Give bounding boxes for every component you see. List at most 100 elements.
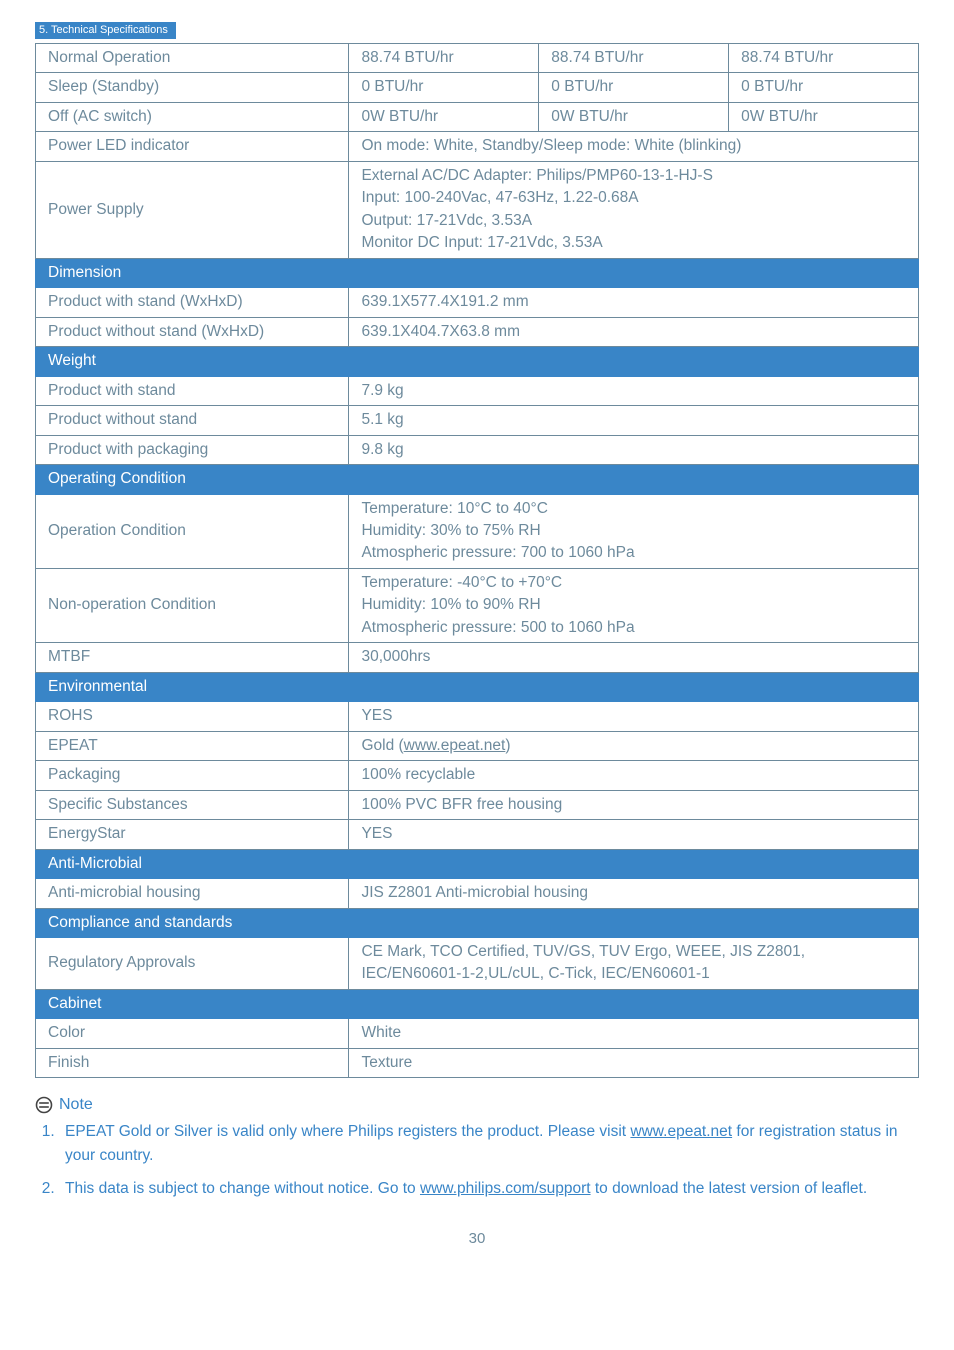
spec-value: 7.9 kg [349,376,919,405]
value-text: Gold ( [361,737,403,754]
spec-value: External AC/DC Adapter: Philips/PMP60-13… [349,161,919,258]
spec-label: Product with packaging [36,435,349,464]
value-text: ) [505,737,510,754]
table-row: Product with packaging 9.8 kg [36,435,919,464]
note-block: Note EPEAT Gold or Silver is valid only … [35,1096,919,1200]
table-row: EPEAT Gold (www.epeat.net) [36,731,919,760]
spec-value: Texture [349,1048,919,1077]
spec-label: Color [36,1019,349,1048]
note-text: EPEAT Gold or Silver is valid only where… [65,1123,630,1140]
section-header: Operating Condition [36,465,919,494]
spec-value: 0 BTU/hr [349,73,539,102]
spec-value: Temperature: -40°C to +70°C Humidity: 10… [349,568,919,642]
table-row: Normal Operation 88.74 BTU/hr 88.74 BTU/… [36,44,919,73]
section-header-row: Compliance and standards [36,908,919,937]
table-row: Product with stand (WxHxD) 639.1X577.4X1… [36,288,919,317]
spec-label: Power Supply [36,161,349,258]
note-list: EPEAT Gold or Silver is valid only where… [35,1120,919,1200]
spec-value: 639.1X577.4X191.2 mm [349,288,919,317]
spec-value: CE Mark, TCO Certified, TUV/GS, TUV Ergo… [349,938,919,990]
spec-label: Product without stand [36,406,349,435]
table-row: Non-operation Condition Temperature: -40… [36,568,919,642]
note-heading: Note [35,1096,919,1114]
section-header-row: Weight [36,347,919,376]
value-line: Atmospheric pressure: 500 to 1060 hPa [361,619,634,636]
table-row: Packaging 100% recyclable [36,761,919,790]
value-line: Input: 100-240Vac, 47-63Hz, 1.22-0.68A [361,189,638,206]
spec-value: 100% recyclable [349,761,919,790]
spec-value: 88.74 BTU/hr [349,44,539,73]
table-row: Specific Substances 100% PVC BFR free ho… [36,790,919,819]
value-line: Humidity: 30% to 75% RH [361,522,540,539]
spec-value: 5.1 kg [349,406,919,435]
spec-label: Off (AC switch) [36,102,349,131]
section-header-row: Environmental [36,672,919,701]
table-row: Power Supply External AC/DC Adapter: Phi… [36,161,919,258]
value-line: Atmospheric pressure: 700 to 1060 hPa [361,544,634,561]
section-header: Environmental [36,672,919,701]
spec-label: Anti-microbial housing [36,879,349,908]
spec-value: YES [349,702,919,731]
value-line: External AC/DC Adapter: Philips/PMP60-13… [361,167,712,184]
note-icon [35,1096,53,1114]
section-header: Weight [36,347,919,376]
note-item: This data is subject to change without n… [59,1177,919,1200]
spec-value: 0 BTU/hr [539,73,729,102]
section-header-row: Operating Condition [36,465,919,494]
spec-value: 9.8 kg [349,435,919,464]
spec-label: Packaging [36,761,349,790]
table-row: Off (AC switch) 0W BTU/hr 0W BTU/hr 0W B… [36,102,919,131]
table-row: Sleep (Standby) 0 BTU/hr 0 BTU/hr 0 BTU/… [36,73,919,102]
spec-label: Power LED indicator [36,132,349,161]
spec-value: JIS Z2801 Anti-microbial housing [349,879,919,908]
table-row: Anti-microbial housing JIS Z2801 Anti-mi… [36,879,919,908]
table-row: EnergyStar YES [36,820,919,849]
spec-value: 0 BTU/hr [729,73,919,102]
section-tag: 5. Technical Specifications [35,22,176,39]
table-row: ROHS YES [36,702,919,731]
page-number: 30 [35,1230,919,1247]
note-item: EPEAT Gold or Silver is valid only where… [59,1120,919,1167]
table-row: Product without stand 5.1 kg [36,406,919,435]
philips-support-link[interactable]: www.philips.com/support [420,1180,591,1197]
spec-label: Product with stand (WxHxD) [36,288,349,317]
spec-value: 88.74 BTU/hr [539,44,729,73]
value-line: Humidity: 10% to 90% RH [361,596,540,613]
section-header-row: Cabinet [36,989,919,1018]
spec-label: Operation Condition [36,494,349,568]
spec-value: 30,000hrs [349,643,919,672]
table-row: Product without stand (WxHxD) 639.1X404.… [36,317,919,346]
value-line: Monitor DC Input: 17-21Vdc, 3.53A [361,234,602,251]
spec-label: Product with stand [36,376,349,405]
epeat-link[interactable]: www.epeat.net [630,1123,732,1140]
spec-label: ROHS [36,702,349,731]
note-text: This data is subject to change without n… [65,1180,420,1197]
spec-label: Finish [36,1048,349,1077]
spec-value: 0W BTU/hr [539,102,729,131]
table-row: Power LED indicator On mode: White, Stan… [36,132,919,161]
spec-label: Non-operation Condition [36,568,349,642]
spec-value: 88.74 BTU/hr [729,44,919,73]
spec-value: Temperature: 10°C to 40°C Humidity: 30% … [349,494,919,568]
spec-label: Regulatory Approvals [36,938,349,990]
spec-value: On mode: White, Standby/Sleep mode: Whit… [349,132,919,161]
table-row: Regulatory Approvals CE Mark, TCO Certif… [36,938,919,990]
spec-label: Normal Operation [36,44,349,73]
note-text: to download the latest version of leafle… [591,1180,868,1197]
value-line: Temperature: 10°C to 40°C [361,500,547,517]
note-heading-text: Note [59,1096,93,1114]
spec-value: YES [349,820,919,849]
spec-value: Gold (www.epeat.net) [349,731,919,760]
spec-value: 100% PVC BFR free housing [349,790,919,819]
table-row: Product with stand 7.9 kg [36,376,919,405]
spec-table: Normal Operation 88.74 BTU/hr 88.74 BTU/… [35,43,919,1078]
epeat-link[interactable]: www.epeat.net [404,737,506,754]
table-row: MTBF 30,000hrs [36,643,919,672]
spec-label: EPEAT [36,731,349,760]
spec-label: EnergyStar [36,820,349,849]
section-header: Cabinet [36,989,919,1018]
spec-label: Specific Substances [36,790,349,819]
spec-value: 0W BTU/hr [729,102,919,131]
section-header: Dimension [36,258,919,287]
spec-value: 0W BTU/hr [349,102,539,131]
